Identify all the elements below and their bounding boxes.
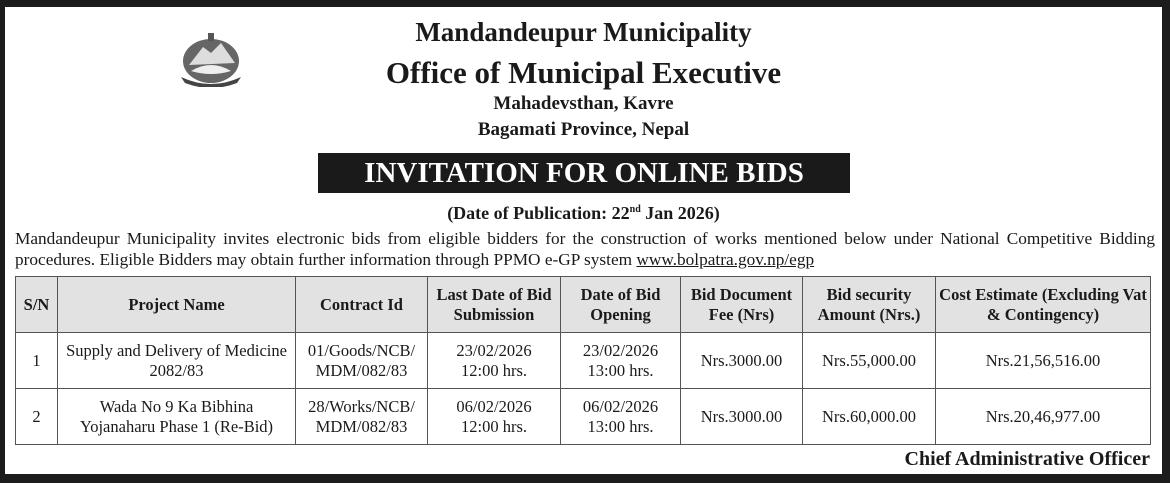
table-header-row: S/N Project Name Contract Id Last Date o… [15, 276, 1151, 333]
col-sn: S/N [15, 276, 58, 333]
cell-sn: 2 [15, 388, 58, 445]
cell-security: Nrs.60,000.00 [802, 388, 936, 445]
col-estimate: Cost Estimate (Excluding Vat & Contingen… [935, 276, 1151, 333]
time: 13:00 hrs. [587, 360, 654, 380]
egp-link[interactable]: www.bolpatra.gov.np/egp [636, 250, 815, 269]
cell-estimate: Nrs.20,46,977.00 [935, 388, 1151, 445]
cell-last-date: 06/02/2026 12:00 hrs. [427, 388, 561, 445]
time: 12:00 hrs. [461, 360, 527, 380]
cell-last-date: 23/02/2026 12:00 hrs. [427, 332, 561, 389]
cell-opening: 23/02/2026 13:00 hrs. [560, 332, 681, 389]
date: 06/02/2026 [456, 396, 532, 416]
cell-project: Wada No 9 Ka Bibhina Yojanaharu Phase 1 … [57, 388, 296, 445]
cell-opening: 06/02/2026 13:00 hrs. [560, 388, 681, 445]
office-name: Office of Municipal Executive [385, 55, 782, 90]
col-project: Project Name [57, 276, 296, 333]
org-name: Mandandeupur Municipality [415, 17, 752, 47]
cell-contract: 28/Works/NCB/ MDM/082/83 [295, 388, 428, 445]
cell-estimate: Nrs.21,56,516.00 [935, 332, 1151, 389]
notice-page: Mandandeupur Municipality Office of Muni… [5, 7, 1162, 474]
pub-sup: nd [629, 204, 641, 215]
time: 13:00 hrs. [587, 416, 654, 436]
date: 06/02/2026 [582, 396, 659, 416]
signatory: Chief Administrative Officer [904, 448, 1151, 470]
intro-paragraph: Mandandeupur Municipality invites electr… [15, 228, 1155, 270]
notice-title: INVITATION FOR ONLINE BIDS [318, 153, 850, 193]
intro-text: Mandandeupur Municipality invites electr… [15, 229, 1155, 269]
col-contract: Contract Id [295, 276, 428, 333]
cell-sn: 1 [15, 332, 58, 389]
bids-table: S/N Project Name Contract Id Last Date o… [15, 276, 1151, 445]
table-row: 1 Supply and Delivery of Medicine 2082/8… [15, 332, 1151, 389]
cell-contract: 01/Goods/NCB/ MDM/082/83 [295, 332, 428, 389]
publication-date: (Date of Publication: 22nd Jan 2026) [5, 203, 1162, 224]
col-security: Bid security Amount (Nrs.) [802, 276, 936, 333]
address-line-2: Bagamati Province, Nepal [477, 119, 690, 140]
address-line-1: Mahadevsthan, Kavre [493, 93, 674, 114]
time: 12:00 hrs. [461, 416, 527, 436]
col-opening: Date of Bid Opening [560, 276, 681, 333]
cell-security: Nrs.55,000.00 [802, 332, 936, 389]
col-fee: Bid Document Fee (Nrs) [680, 276, 803, 333]
date: 23/02/2026 [582, 340, 659, 360]
table-row: 2 Wada No 9 Ka Bibhina Yojanaharu Phase … [15, 388, 1151, 445]
nepal-emblem-icon [181, 33, 241, 87]
pub-suffix: Jan 2026) [640, 203, 720, 223]
pub-prefix: (Date of Publication: 22 [447, 203, 630, 223]
date: 23/02/2026 [456, 340, 532, 360]
cell-fee: Nrs.3000.00 [680, 332, 803, 389]
cell-fee: Nrs.3000.00 [680, 388, 803, 445]
cell-project: Supply and Delivery of Medicine 2082/83 [57, 332, 296, 389]
col-last-date: Last Date of Bid Submission [427, 276, 561, 333]
